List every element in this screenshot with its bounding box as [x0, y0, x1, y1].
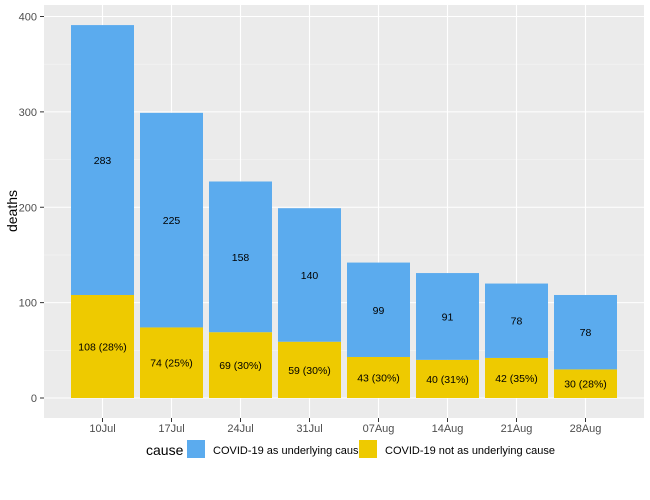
legend-label-not-underlying: COVID-19 not as underlying cause	[385, 445, 555, 457]
bar-underlying	[347, 262, 410, 357]
bar-data-label: 225	[163, 215, 181, 227]
bar-data-label: 78	[580, 327, 592, 339]
bar-not-underlying	[71, 294, 134, 398]
x-tick-label: 28Aug	[570, 423, 602, 435]
x-tick-label: 21Aug	[501, 423, 533, 435]
bar-not-underlying	[347, 356, 410, 398]
y-tick-label: 200	[19, 202, 37, 214]
legend-swatch-not-underlying	[359, 440, 377, 458]
legend-swatch-underlying	[187, 440, 205, 458]
bar-data-label: 108 (28%)	[78, 341, 126, 353]
bar-data-label: 40 (31%)	[426, 374, 469, 386]
bar-not-underlying	[485, 357, 548, 398]
bar-data-label: 42 (35%)	[495, 373, 538, 385]
bar-underlying	[209, 181, 272, 333]
x-tick-label: 31Jul	[296, 423, 322, 435]
bar-underlying	[140, 112, 203, 328]
bar-underlying	[554, 294, 617, 370]
y-tick-label: 100	[19, 298, 37, 310]
bar-data-label: 74 (25%)	[150, 358, 193, 370]
bar-data-label: 78	[511, 316, 523, 328]
bar-data-label: 91	[442, 311, 454, 323]
bar-not-underlying	[140, 327, 203, 398]
bar-data-label: 99	[373, 305, 385, 317]
bar-data-label: 69 (30%)	[219, 360, 262, 372]
bar-data-label: 140	[301, 270, 319, 282]
x-tick-label: 17Jul	[158, 423, 184, 435]
bar-data-label: 59 (30%)	[288, 365, 331, 377]
bar-data-label: 43 (30%)	[357, 372, 400, 384]
bar-data-label: 158	[232, 252, 250, 264]
bar-data-label: 283	[94, 155, 112, 167]
bar-not-underlying	[209, 332, 272, 398]
bar-data-label: 30 (28%)	[564, 379, 607, 391]
x-tick-label: 24Jul	[227, 423, 253, 435]
y-tick-label: 0	[31, 393, 37, 405]
y-tick-label: 400	[19, 12, 37, 24]
bar-underlying	[71, 25, 134, 295]
bar-not-underlying	[554, 369, 617, 398]
legend: cause COVID-19 as underlying cause COVID…	[146, 440, 555, 458]
legend-title: cause	[146, 442, 184, 458]
bar-underlying	[485, 283, 548, 358]
bar-not-underlying	[278, 341, 341, 398]
x-tick-label: 07Aug	[363, 423, 395, 435]
bar-not-underlying	[416, 359, 479, 398]
bar-underlying	[278, 208, 341, 342]
legend-label-underlying: COVID-19 as underlying cause	[213, 445, 365, 457]
x-tick-label: 10Jul	[89, 423, 115, 435]
x-tick-label: 14Aug	[432, 423, 464, 435]
y-axis-label: deaths	[4, 190, 20, 232]
y-tick-label: 300	[19, 107, 37, 119]
bar-underlying	[416, 273, 479, 360]
